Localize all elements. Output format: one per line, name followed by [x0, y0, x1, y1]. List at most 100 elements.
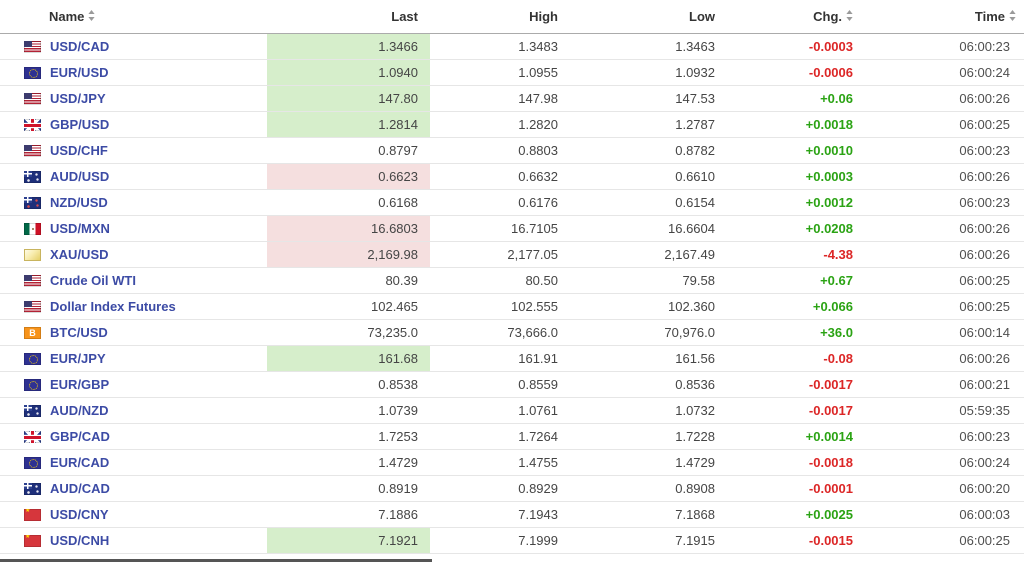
sort-icon[interactable]	[1009, 9, 1016, 24]
horizontal-scrollbar-thumb[interactable]	[0, 559, 432, 562]
table-row[interactable]: XAU/USD 2,169.98 2,177.05 2,167.49 -4.38…	[0, 241, 1024, 268]
instrument-link[interactable]: USD/JPY	[50, 90, 106, 106]
column-header-name[interactable]: Name	[0, 0, 267, 34]
low-cell: 2,167.49	[570, 241, 727, 268]
table-row[interactable]: GBP/CAD 1.7253 1.7264 1.7228 +0.0014 06:…	[0, 423, 1024, 450]
last-cell: 1.4729	[267, 449, 430, 476]
btc-icon	[24, 327, 41, 340]
column-header-high[interactable]: High	[430, 0, 570, 34]
instrument-link[interactable]: USD/MXN	[50, 220, 110, 236]
column-label: Low	[689, 8, 715, 24]
chg-cell: -0.0018	[727, 449, 865, 476]
chg-cell: -0.0001	[727, 475, 865, 502]
time-cell: 06:00:23	[865, 33, 1024, 60]
table-row[interactable]: USD/CAD 1.3466 1.3483 1.3463 -0.0003 06:…	[0, 33, 1024, 60]
us-flag-icon	[24, 275, 41, 288]
table-row[interactable]: GBP/USD 1.2814 1.2820 1.2787 +0.0018 06:…	[0, 111, 1024, 138]
instrument-link[interactable]: GBP/USD	[50, 116, 110, 132]
low-cell: 161.56	[570, 345, 727, 372]
low-cell: 1.3463	[570, 33, 727, 60]
high-cell: 1.2820	[430, 111, 570, 138]
time-cell: 06:00:03	[865, 501, 1024, 528]
time-cell: 06:00:23	[865, 423, 1024, 450]
us-flag-icon	[24, 41, 41, 54]
chg-cell: +36.0	[727, 319, 865, 346]
sort-icon[interactable]	[846, 9, 853, 24]
eu-flag-icon	[24, 67, 41, 80]
instrument-link[interactable]: Dollar Index Futures	[50, 298, 176, 314]
table-row[interactable]: USD/MXN 16.6803 16.7105 16.6604 +0.0208 …	[0, 215, 1024, 242]
time-cell: 06:00:24	[865, 449, 1024, 476]
instrument-link[interactable]: USD/CAD	[50, 38, 110, 54]
chg-cell: +0.0012	[727, 189, 865, 216]
high-cell: 1.3483	[430, 33, 570, 60]
last-cell: 0.8797	[267, 137, 430, 164]
table-row[interactable]: AUD/NZD 1.0739 1.0761 1.0732 -0.0017 05:…	[0, 397, 1024, 424]
instrument-link[interactable]: EUR/USD	[50, 64, 109, 80]
high-cell: 0.6176	[430, 189, 570, 216]
column-label: Name	[49, 8, 85, 24]
column-header-time[interactable]: Time	[865, 0, 1024, 34]
last-cell: 0.8919	[267, 475, 430, 502]
instrument-link[interactable]: Crude Oil WTI	[50, 272, 136, 288]
time-cell: 06:00:26	[865, 85, 1024, 112]
table-row[interactable]: USD/CHF 0.8797 0.8803 0.8782 +0.0010 06:…	[0, 137, 1024, 164]
time-cell: 06:00:25	[865, 267, 1024, 294]
low-cell: 0.8536	[570, 371, 727, 398]
table-row[interactable]: AUD/USD 0.6623 0.6632 0.6610 +0.0003 06:…	[0, 163, 1024, 190]
instrument-link[interactable]: USD/CNY	[50, 506, 109, 522]
chg-cell: -0.08	[727, 345, 865, 372]
us-flag-icon	[24, 145, 41, 158]
table-row[interactable]: NZD/USD 0.6168 0.6176 0.6154 +0.0012 06:…	[0, 189, 1024, 216]
last-cell: 7.1886	[267, 501, 430, 528]
table-row[interactable]: USD/CNY 7.1886 7.1943 7.1868 +0.0025 06:…	[0, 501, 1024, 528]
table-row[interactable]: EUR/CAD 1.4729 1.4755 1.4729 -0.0018 06:…	[0, 449, 1024, 476]
low-cell: 7.1915	[570, 527, 727, 554]
table-row[interactable]: BTC/USD 73,235.0 73,666.0 70,976.0 +36.0…	[0, 319, 1024, 346]
chg-cell: -0.0006	[727, 59, 865, 86]
high-cell: 1.0955	[430, 59, 570, 86]
table-row[interactable]: AUD/CAD 0.8919 0.8929 0.8908 -0.0001 06:…	[0, 475, 1024, 502]
last-cell: 16.6803	[267, 215, 430, 242]
table-row[interactable]: USD/CNH 7.1921 7.1999 7.1915 -0.0015 06:…	[0, 527, 1024, 554]
instrument-link[interactable]: BTC/USD	[50, 324, 108, 340]
instrument-link[interactable]: AUD/USD	[50, 168, 110, 184]
table-row[interactable]: EUR/JPY 161.68 161.91 161.56 -0.08 06:00…	[0, 345, 1024, 372]
cn-flag-icon	[24, 535, 41, 548]
eu-flag-icon	[24, 379, 41, 392]
instrument-link[interactable]: USD/CHF	[50, 142, 108, 158]
last-cell: 147.80	[267, 85, 430, 112]
time-cell: 06:00:14	[865, 319, 1024, 346]
instrument-link[interactable]: XAU/USD	[50, 246, 109, 262]
instrument-link[interactable]: GBP/CAD	[50, 428, 110, 444]
instrument-link[interactable]: EUR/GBP	[50, 376, 110, 392]
instrument-link[interactable]: EUR/CAD	[50, 454, 110, 470]
table-row[interactable]: Crude Oil WTI 80.39 80.50 79.58 +0.67 06…	[0, 267, 1024, 294]
time-cell: 06:00:20	[865, 475, 1024, 502]
time-cell: 06:00:26	[865, 241, 1024, 268]
low-cell: 1.2787	[570, 111, 727, 138]
column-label: Last	[391, 8, 418, 24]
instrument-link[interactable]: AUD/NZD	[50, 402, 109, 418]
table-row[interactable]: USD/JPY 147.80 147.98 147.53 +0.06 06:00…	[0, 85, 1024, 112]
last-cell: 7.1921	[267, 527, 430, 554]
chg-cell: -0.0017	[727, 371, 865, 398]
instrument-link[interactable]: AUD/CAD	[50, 480, 110, 496]
high-cell: 16.7105	[430, 215, 570, 242]
instrument-link[interactable]: EUR/JPY	[50, 350, 106, 366]
sort-icon[interactable]	[88, 9, 96, 24]
low-cell: 1.0932	[570, 59, 727, 86]
table-row[interactable]: Dollar Index Futures 102.465 102.555 102…	[0, 293, 1024, 320]
column-header-chg[interactable]: Chg.	[727, 0, 865, 34]
instrument-link[interactable]: USD/CNH	[50, 532, 110, 548]
column-header-low[interactable]: Low	[570, 0, 727, 34]
high-cell: 1.7264	[430, 423, 570, 450]
last-cell: 0.8538	[267, 371, 430, 398]
mx-flag-icon	[24, 223, 41, 236]
column-header-last[interactable]: Last	[267, 0, 430, 34]
high-cell: 102.555	[430, 293, 570, 320]
table-row[interactable]: EUR/USD 1.0940 1.0955 1.0932 -0.0006 06:…	[0, 59, 1024, 86]
instrument-link[interactable]: NZD/USD	[50, 194, 108, 210]
table-row[interactable]: EUR/GBP 0.8538 0.8559 0.8536 -0.0017 06:…	[0, 371, 1024, 398]
